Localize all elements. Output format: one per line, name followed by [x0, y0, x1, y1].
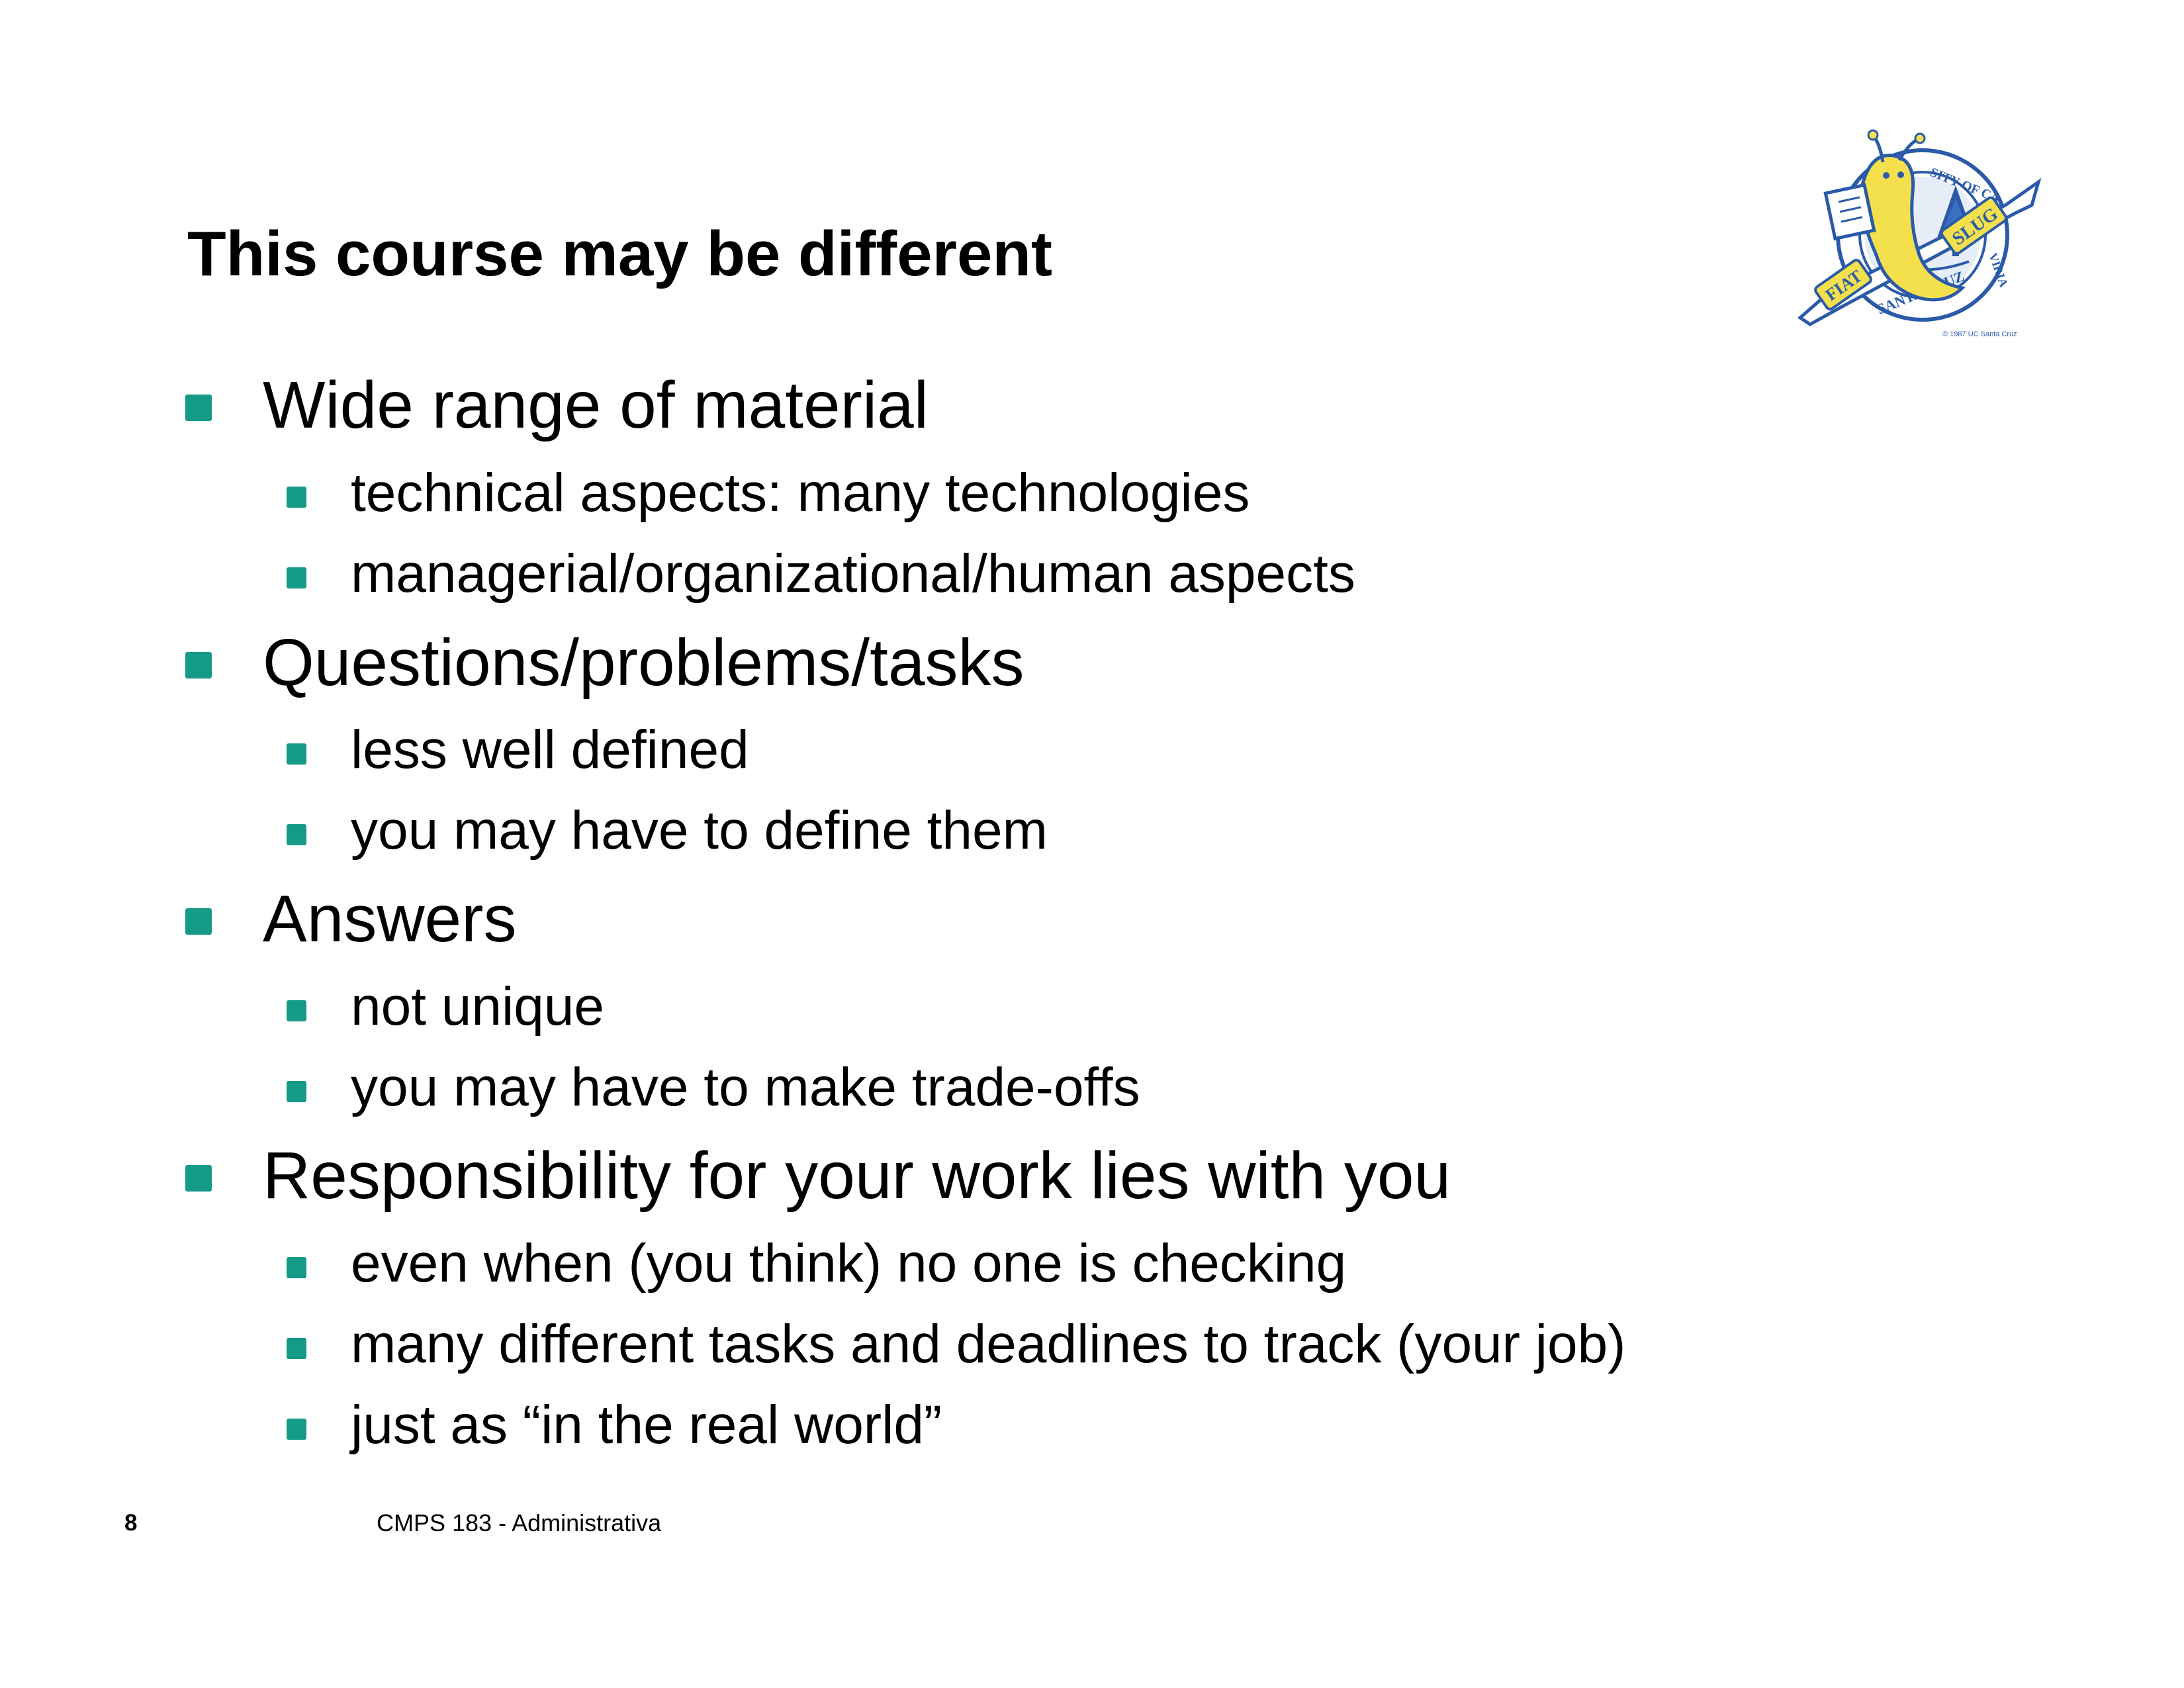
sub-bullet-text: you may have to define them — [351, 800, 1048, 861]
bullet-marker-icon — [185, 652, 212, 679]
sub-bullet-text: just as “in the real world” — [351, 1395, 942, 1455]
bullet-marker-icon — [185, 1165, 212, 1192]
seal-copyright-text: © 1987 UC Santa Cruz — [1942, 330, 2017, 338]
sub-bullet-marker-icon — [287, 1419, 306, 1440]
sub-bullet-item: you may have to define them — [351, 804, 1048, 858]
sub-bullet-text: managerial/organizational/human aspects — [351, 543, 1355, 604]
bullet-item: Responsibility for your work lies with y… — [263, 1143, 1451, 1209]
sub-bullet-item: managerial/organizational/human aspects — [351, 547, 1355, 601]
bullet-item: Questions/problems/tasks — [263, 630, 1024, 696]
sub-bullet-marker-icon — [287, 1338, 306, 1359]
bullet-marker-icon — [185, 395, 212, 421]
sub-bullet-text: even when (you think) no one is checking — [351, 1233, 1346, 1293]
sub-bullet-item: technical aspects: many technologies — [351, 466, 1250, 520]
sub-bullet-item: less well defined — [351, 723, 749, 777]
sub-bullet-item: you may have to make trade-offs — [351, 1060, 1140, 1115]
sub-bullet-marker-icon — [287, 1081, 306, 1102]
sub-bullet-marker-icon — [287, 567, 306, 588]
sub-bullet-item: many different tasks and deadlines to tr… — [351, 1317, 1625, 1372]
sub-bullet-marker-icon — [287, 824, 306, 845]
sub-bullet-marker-icon — [287, 487, 306, 508]
slide-number: 8 — [124, 1511, 137, 1534]
sub-bullet-item: not unique — [351, 980, 604, 1034]
sub-bullet-item: even when (you think) no one is checking — [351, 1237, 1346, 1291]
footer-course-label: CMPS 183 - Administrativa — [377, 1511, 661, 1535]
sub-bullet-marker-icon — [287, 1257, 306, 1278]
sub-bullet-text: many different tasks and deadlines to tr… — [351, 1314, 1625, 1374]
sub-bullet-text: not unique — [351, 976, 604, 1037]
bullet-item: Wide range of material — [263, 372, 929, 438]
sub-bullet-marker-icon — [287, 1000, 306, 1021]
bullet-text: Wide range of material — [263, 368, 929, 442]
sub-bullet-item: just as “in the real world” — [351, 1398, 942, 1452]
bullet-marker-icon — [185, 908, 212, 935]
bullet-item: Answers — [263, 886, 516, 952]
sub-bullet-text: you may have to make trade-offs — [351, 1057, 1140, 1117]
banana-slug-seal-logo: SITY OF CA VIRIA SANTA CRUZ FIAT SLUG © … — [1780, 126, 2045, 344]
bullet-text: Answers — [263, 882, 516, 956]
bullet-text: Responsibility for your work lies with y… — [263, 1139, 1451, 1213]
sub-bullet-text: technical aspects: many technologies — [351, 463, 1250, 523]
sub-bullet-marker-icon — [287, 743, 306, 765]
bullet-text: Questions/problems/tasks — [263, 626, 1024, 700]
sub-bullet-text: less well defined — [351, 720, 749, 780]
